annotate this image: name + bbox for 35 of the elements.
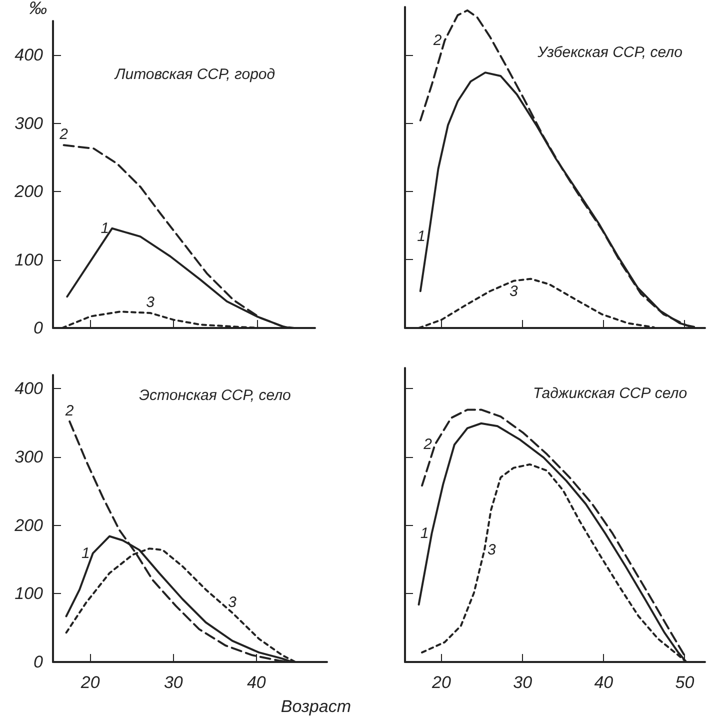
- x-tick-label: 20: [431, 673, 452, 692]
- y-tick-label: 0: [34, 318, 44, 338]
- y-tick-label: 200: [14, 182, 44, 202]
- y-tick-label: 100: [14, 250, 44, 270]
- y-tick-label: 400: [14, 46, 44, 65]
- x-axis-title: Возраст: [280, 697, 351, 716]
- y-tick-label: 300: [14, 114, 44, 133]
- y-tick-label: 100: [14, 584, 44, 604]
- x-tick-label: 30: [164, 673, 184, 692]
- text: Таджикская ССР село: [532, 385, 688, 402]
- series-label: 2: [64, 402, 74, 420]
- series-label: 3: [228, 594, 238, 611]
- series-label: 1: [82, 544, 90, 562]
- text: Эстонская ССР, село: [139, 387, 291, 404]
- series-label: 2: [432, 32, 442, 49]
- series-label: 1: [417, 228, 426, 245]
- y-tick-label: 300: [14, 448, 44, 466]
- x-tick-label: 40: [594, 673, 614, 692]
- series-label: 1: [100, 220, 110, 237]
- y-tick-label: 400: [14, 379, 44, 398]
- y-tick-label: 0: [34, 652, 44, 672]
- text: Литовская ССР, город: [114, 66, 276, 83]
- series-label: 3: [146, 294, 156, 311]
- y-axis-title: ‰: [29, 0, 47, 18]
- series-label: 2: [422, 436, 433, 454]
- y-tick-label: 200: [14, 516, 44, 535]
- series-label: 1: [420, 524, 429, 542]
- series-label: 3: [509, 282, 518, 300]
- series-label: 2: [58, 126, 69, 144]
- x-tick-label: 30: [513, 673, 533, 692]
- text: Узбекская ССР, село: [536, 44, 682, 61]
- series-label: 3: [487, 541, 496, 558]
- x-tick-label: 50: [675, 673, 695, 692]
- x-tick-label: 40: [246, 673, 266, 692]
- x-tick-label: 20: [80, 673, 100, 692]
